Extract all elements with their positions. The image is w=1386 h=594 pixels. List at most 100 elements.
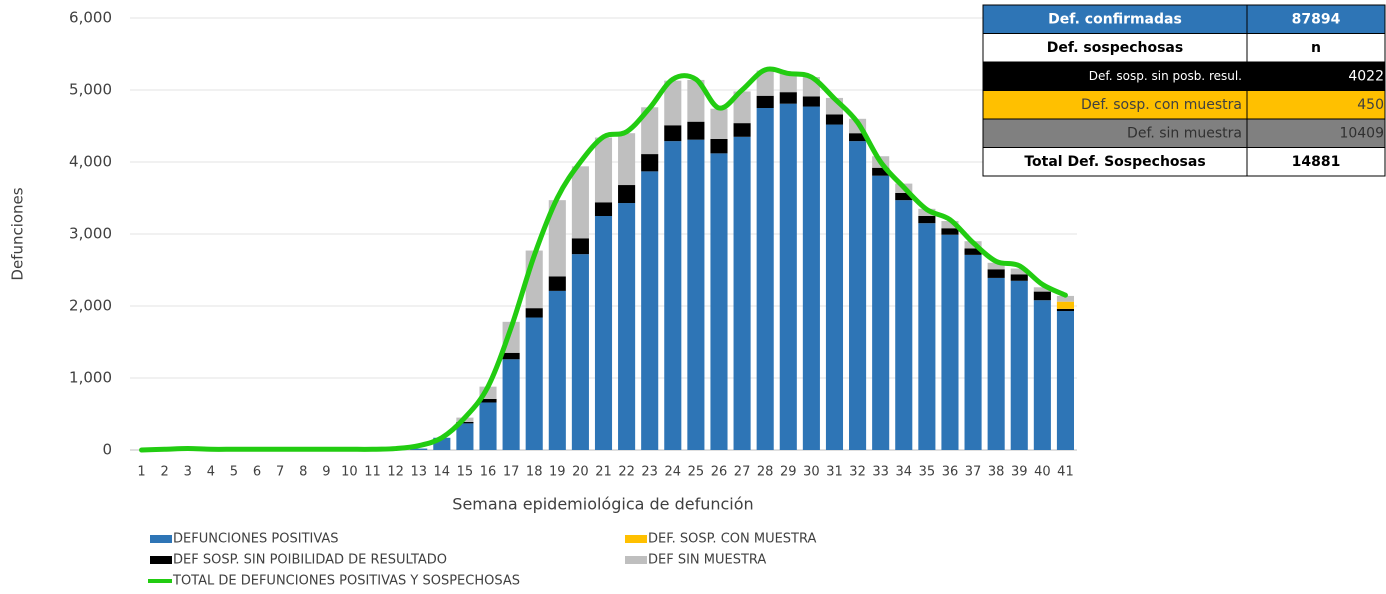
x-tick-label: 37 [965, 465, 982, 480]
table-cell: 14881 [1292, 154, 1341, 170]
bar-segment [779, 103, 797, 451]
bar-segment [710, 153, 728, 451]
table-cell: 4022 [1348, 69, 1384, 85]
x-tick-label: 39 [1011, 465, 1028, 480]
bar-segment [1056, 301, 1074, 309]
bar-segment [525, 317, 543, 450]
x-tick-label: 15 [457, 465, 474, 480]
bar-segment [987, 269, 1005, 278]
bar-segment [918, 216, 936, 224]
bar-segment [802, 96, 820, 107]
bar-segment [825, 124, 844, 450]
bar-segment [1056, 311, 1074, 450]
x-tick-label: 12 [387, 465, 404, 480]
legend-swatch [625, 535, 647, 543]
x-tick-label: 32 [849, 465, 866, 480]
bar-segment [548, 276, 566, 291]
legend-swatch [150, 556, 172, 564]
legend-label: TOTAL DE DEFUNCIONES POSITIVAS Y SOSPECH… [172, 574, 520, 589]
y-axis-title: Defunciones [9, 187, 27, 280]
x-tick-label: 36 [942, 465, 959, 480]
bar-segment [733, 123, 751, 137]
y-tick-label: 2,000 [69, 297, 112, 315]
x-tick-label: 11 [364, 465, 381, 480]
x-tick-label: 7 [276, 465, 284, 480]
bar-segment [687, 79, 705, 122]
bar-segment [548, 200, 566, 277]
bar-segment [618, 203, 636, 450]
x-tick-label: 8 [299, 465, 307, 480]
legend-swatch [625, 556, 647, 564]
bar-segment [641, 107, 659, 155]
table-cell: 10409 [1339, 126, 1384, 142]
bar-segment [618, 133, 636, 186]
legend-label: DEF SOSP. SIN POIBILIDAD DE RESULTADO [173, 553, 447, 568]
x-tick-label: 20 [572, 465, 589, 480]
bar-segment [733, 91, 751, 124]
bar-segment [594, 137, 613, 203]
bar-segment [987, 277, 1005, 450]
x-tick-label: 21 [595, 465, 612, 480]
bar-segment [525, 308, 543, 318]
bar-segment [641, 154, 659, 172]
x-tick-label: 3 [184, 465, 192, 480]
bar-segment [1010, 268, 1028, 275]
bar-segment [987, 262, 1005, 270]
bar-segment [825, 114, 844, 125]
bar-segment [594, 216, 613, 450]
bar-segment [895, 200, 913, 450]
y-tick-label: 4,000 [69, 153, 112, 171]
x-tick-label: 13 [410, 465, 427, 480]
bar-segment [410, 448, 428, 450]
x-tick-label: 6 [253, 465, 261, 480]
legend-label: DEF. SOSP. CON MUESTRA [648, 532, 817, 547]
bar-segment [941, 228, 959, 235]
x-tick-label: 9 [322, 465, 330, 480]
bar-segment [479, 398, 497, 403]
bar-segment [918, 223, 936, 450]
x-tick-label: 18 [526, 465, 543, 480]
x-tick-label: 28 [757, 465, 774, 480]
bar-segment [618, 185, 636, 204]
legend-label: DEFUNCIONES POSITIVAS [173, 532, 339, 547]
bar-segment [941, 221, 959, 229]
bar-segment [756, 95, 774, 108]
y-tick-label: 6,000 [69, 9, 112, 27]
bar-segment [502, 352, 520, 360]
x-tick-label: 27 [734, 465, 751, 480]
y-tick-label: 3,000 [69, 225, 112, 243]
table-cell: 450 [1357, 97, 1384, 113]
bar-segment [1056, 295, 1074, 302]
bar-segment [571, 166, 589, 239]
x-tick-label: 33 [872, 465, 889, 480]
table-cell: 87894 [1292, 12, 1341, 28]
bar-segment [594, 202, 613, 216]
table-cell: Def. sospechosas [1047, 40, 1183, 56]
bar-segment [502, 359, 520, 450]
bar-segment [1010, 280, 1028, 450]
bar-segment [895, 192, 913, 201]
x-tick-label: 26 [711, 465, 728, 480]
bar-segment [964, 254, 982, 450]
x-tick-label: 41 [1057, 465, 1074, 480]
bar-segment [456, 423, 474, 450]
bar-segment [1033, 300, 1051, 450]
bar-segment [687, 139, 705, 450]
x-axis-title: Semana epidemiológica de defunción [452, 495, 753, 514]
legend-label: DEF SIN MUESTRA [648, 553, 766, 568]
x-tick-label: 2 [161, 465, 169, 480]
bar-segment [456, 421, 474, 424]
table-row [982, 4, 1386, 34]
table-cell: Def. confirmadas [1048, 12, 1182, 28]
bar-segment [733, 136, 751, 451]
bar-segment [779, 73, 797, 93]
x-tick-label: 1 [137, 465, 145, 480]
bar-segment [1010, 274, 1028, 281]
bar-segment [571, 238, 589, 255]
x-tick-label: 14 [434, 465, 451, 480]
x-tick-label: 23 [641, 465, 658, 480]
y-tick-label: 5,000 [69, 81, 112, 99]
bar-segment [710, 108, 728, 139]
